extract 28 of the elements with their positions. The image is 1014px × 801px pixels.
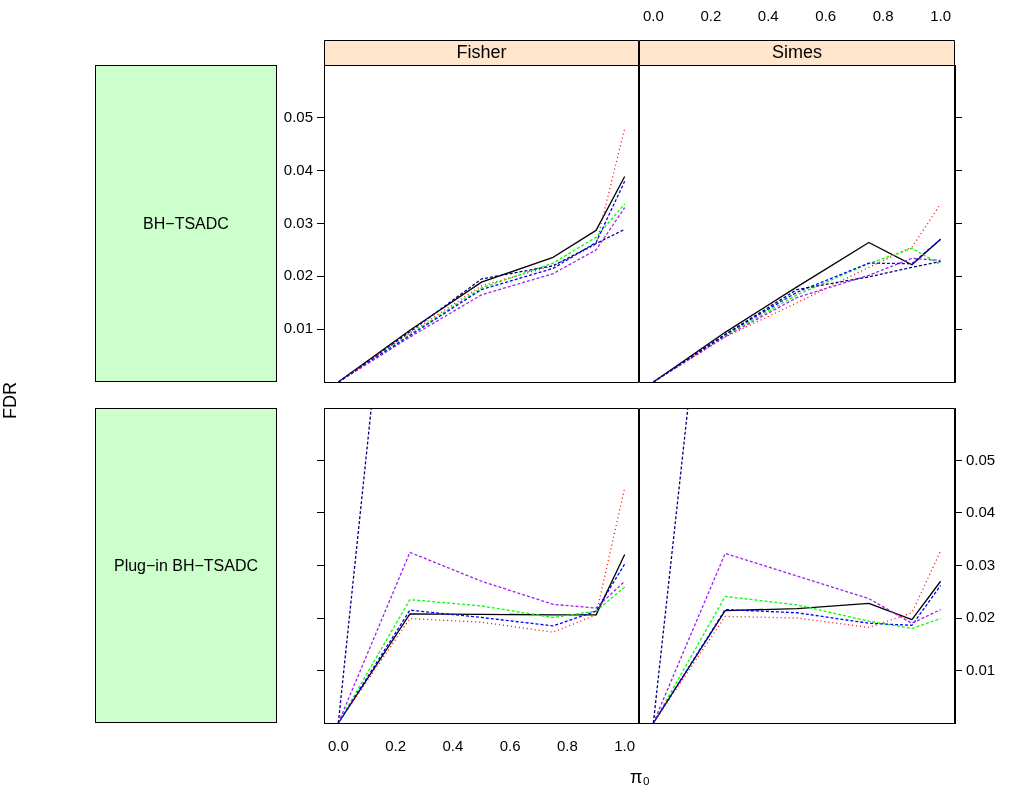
chart-title: Simes [771,41,823,62]
x-tick-label: 1.0 [930,7,952,25]
y-tick-label: 0.05 [966,450,996,468]
x-tick-label: 0.0 [642,7,664,25]
y-tick-label: 0.03 [966,555,996,573]
x-axis-title: π₀ [629,767,651,788]
y-tick-label: 0.05 [283,107,313,125]
y-tick-label: 0.01 [283,319,313,337]
x-tick-label: 0.4 [442,737,464,755]
x-tick-label: 0.4 [757,7,779,25]
x-tick-label: 0.6 [815,7,837,25]
row-strip: Plug−in BH−TSADC [95,408,277,723]
x-tick-label: 0.2 [385,737,407,755]
y-axis-title: FDR [0,381,21,421]
x-tick-label: 0.2 [700,7,722,25]
x-tick-label: 0.6 [499,737,521,755]
row-strip: BH−TSADC [95,65,277,382]
y-tick-label: 0.02 [966,608,996,626]
x-tick-label: 1.0 [614,737,636,755]
y-tick-label: 0.04 [283,160,313,178]
y-tick-label: 0.02 [283,266,313,284]
y-tick-label: 0.04 [966,503,996,521]
y-tick-label: 0.03 [283,213,313,231]
y-tick-label: 0.01 [966,660,996,678]
x-tick-label: 0.0 [327,737,349,755]
x-tick-label: 0.8 [556,737,578,755]
chart-title: Fisher [456,41,507,62]
x-tick-label: 0.8 [872,7,894,25]
